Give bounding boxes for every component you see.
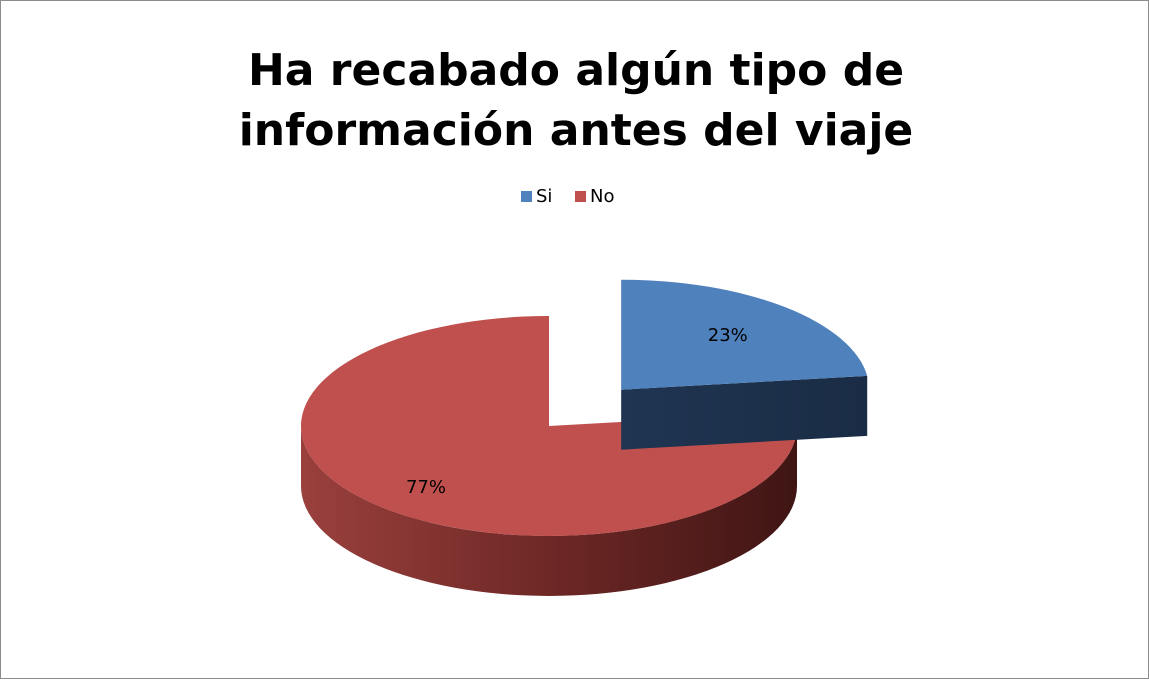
slice xyxy=(300,316,797,537)
data-label: 77% xyxy=(406,477,446,498)
legend-swatch xyxy=(575,191,586,202)
legend-swatch xyxy=(521,191,532,202)
legend-label: No xyxy=(590,186,614,207)
slice xyxy=(621,279,868,390)
data-label: 23% xyxy=(708,325,748,346)
chart-title: Ha recabado algún tipo de información an… xyxy=(238,45,914,156)
slice-side xyxy=(301,426,797,596)
slice-side xyxy=(621,375,868,450)
legend-label: Si xyxy=(536,186,552,207)
